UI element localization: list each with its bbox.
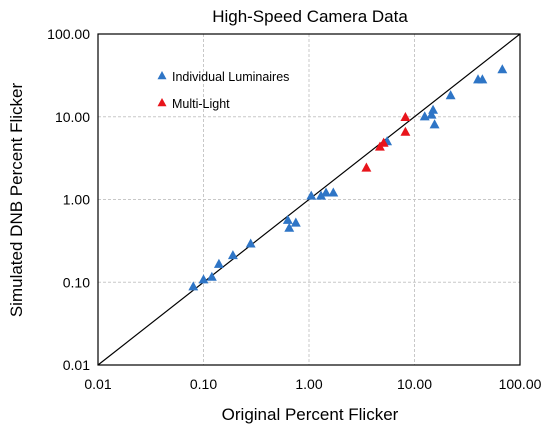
x-tick-label: 0.10 [190, 376, 217, 392]
x-tick-label: 1.00 [295, 376, 322, 392]
x-tick-label: 10.00 [397, 376, 432, 392]
individual-luminaire-point [206, 271, 217, 281]
tick-labels: 0.01 0.10 1.00 10.00 100.00 0.01 0.10 1.00 10.00… [47, 26, 541, 392]
individual-luminaire-point [497, 64, 508, 74]
multi-light-point [361, 162, 372, 172]
individual-luminaire-point [321, 187, 331, 197]
multi-light-point [400, 126, 411, 136]
multi-light-point [378, 137, 389, 147]
individual-luminaire-point [445, 90, 456, 100]
individual-luminaire-point [429, 119, 440, 129]
x-tick-label: 0.01 [84, 376, 111, 392]
individual-luminaire-point [306, 190, 317, 200]
individual-luminaire-point [426, 109, 437, 119]
individual-luminaire-point [477, 74, 488, 84]
chart-title: High-Speed Camera Data [212, 7, 408, 26]
y-tick-label: 100.00 [47, 26, 90, 42]
y-tick-label: 0.01 [63, 357, 90, 373]
individual-luminaire-point [284, 222, 295, 232]
legend-marker [157, 71, 167, 80]
individual-luminaire-point [428, 104, 439, 114]
individual-luminaire-point [198, 274, 209, 284]
plot-frame [97, 33, 521, 366]
legend-label: Multi-Light [172, 97, 230, 111]
individual-luminaire-point [316, 190, 326, 200]
x-tick-label: 100.00 [499, 376, 542, 392]
data-points [188, 64, 508, 291]
individual-luminaire-point [282, 214, 293, 224]
multi-light-point [400, 111, 411, 122]
y-tick-label: 1.00 [63, 192, 90, 208]
individual-luminaire-point [290, 217, 301, 227]
x-axis-label: Original Percent Flicker [222, 405, 399, 424]
individual-luminaire-point [328, 187, 339, 197]
legend: Individual Luminaires Multi-Light [157, 70, 289, 111]
y-tick-label: 0.10 [63, 274, 90, 290]
individual-luminaire-point [227, 250, 238, 260]
legend-label: Individual Luminaires [172, 70, 289, 84]
y-tick-label: 10.00 [55, 109, 90, 125]
individual-luminaire-point [188, 281, 199, 291]
legend-marker [157, 98, 167, 107]
y-axis-label: Simulated DNB Percent Flicker [7, 83, 26, 318]
individual-luminaire-point [245, 238, 256, 248]
individual-luminaire-point [213, 258, 224, 268]
